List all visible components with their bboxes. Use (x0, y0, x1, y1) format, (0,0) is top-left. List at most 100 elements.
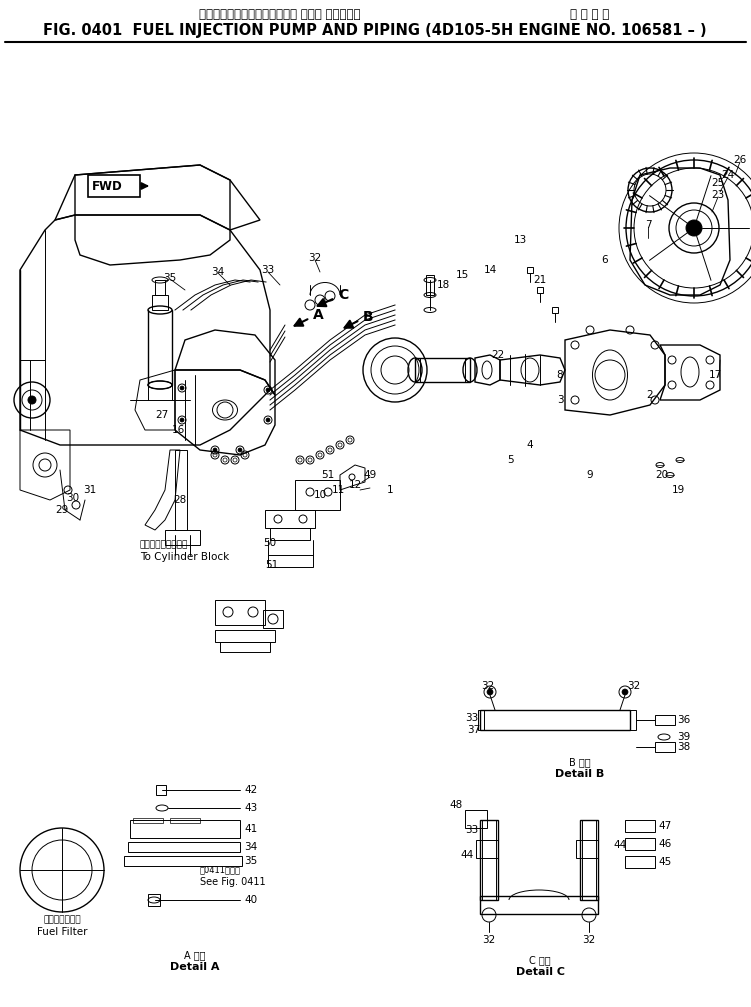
Text: FWD: FWD (92, 179, 122, 192)
Text: 適 用 号 機: 適 用 号 機 (570, 7, 610, 20)
Text: 30: 30 (66, 493, 80, 504)
Bar (152, 295, 168, 310)
Text: Fuel Filter: Fuel Filter (37, 927, 87, 937)
Text: Detail A: Detail A (170, 962, 220, 972)
Bar (625, 856, 655, 868)
Bar (155, 280, 165, 295)
Bar (655, 715, 675, 725)
Text: 24: 24 (722, 170, 734, 180)
Text: フェルフィルタ: フェルフィルタ (44, 915, 81, 924)
Bar (580, 820, 598, 900)
Text: 12: 12 (348, 480, 362, 490)
Text: 16: 16 (171, 425, 185, 435)
Bar (465, 810, 487, 828)
Circle shape (238, 448, 242, 452)
Text: 7: 7 (644, 220, 651, 230)
Text: 35: 35 (164, 273, 176, 283)
Text: 8: 8 (556, 370, 563, 380)
Text: 2: 2 (647, 390, 653, 400)
Text: 34: 34 (244, 842, 258, 852)
Text: 33: 33 (261, 265, 275, 275)
Text: 27: 27 (155, 410, 169, 420)
Text: 51: 51 (321, 470, 335, 480)
Text: 44: 44 (614, 840, 626, 850)
Text: A 詳細: A 詳細 (184, 950, 206, 960)
Text: 46: 46 (658, 839, 671, 849)
Circle shape (28, 396, 36, 404)
Text: A: A (313, 308, 324, 322)
Bar (476, 840, 498, 858)
Bar (415, 358, 470, 382)
Text: 37: 37 (467, 725, 480, 735)
Bar (268, 555, 313, 567)
Bar (482, 820, 496, 900)
Text: 39: 39 (677, 732, 690, 742)
Bar (478, 710, 484, 730)
Bar (88, 175, 140, 197)
Bar (426, 275, 434, 295)
Text: 33: 33 (465, 825, 478, 835)
Text: フェルインジェクションポンプ および パイピング: フェルインジェクションポンプ および パイピング (199, 7, 360, 20)
Text: 43: 43 (244, 803, 258, 813)
Text: 17: 17 (708, 370, 722, 380)
Text: 40: 40 (244, 895, 257, 905)
Bar (537, 287, 543, 293)
Text: 11: 11 (331, 485, 345, 495)
Bar (128, 842, 240, 852)
Bar (625, 838, 655, 850)
Bar (124, 856, 242, 866)
Bar (480, 896, 598, 914)
Text: C 詳細: C 詳細 (529, 955, 550, 965)
Bar (263, 610, 283, 628)
Text: 6: 6 (602, 255, 608, 265)
Text: 10: 10 (313, 490, 327, 500)
Text: 32: 32 (482, 936, 496, 945)
Text: Detail B: Detail B (556, 769, 605, 779)
Text: B 詳細: B 詳細 (569, 757, 591, 767)
Circle shape (266, 388, 270, 392)
Bar (215, 630, 275, 642)
Text: 26: 26 (734, 155, 746, 165)
Text: FIG. 0401  FUEL INJECTION PUMP AND PIPING (4D105-5H ENGINE NO. 106581 – ): FIG. 0401 FUEL INJECTION PUMP AND PIPING… (44, 22, 707, 37)
Bar (480, 710, 630, 730)
Text: 1: 1 (387, 485, 394, 495)
Text: 35: 35 (244, 856, 258, 866)
Text: 21: 21 (533, 275, 547, 285)
Bar (165, 530, 200, 545)
Text: 48: 48 (450, 800, 463, 810)
Bar (270, 528, 310, 540)
Bar (215, 600, 265, 625)
Bar (480, 820, 498, 900)
Circle shape (213, 448, 217, 452)
Text: 31: 31 (83, 485, 97, 495)
Text: 34: 34 (211, 267, 225, 277)
Text: 47: 47 (658, 821, 671, 831)
Bar (148, 894, 160, 906)
Text: 9: 9 (587, 470, 593, 480)
Text: 19: 19 (671, 485, 685, 495)
Bar (130, 820, 240, 838)
Text: 32: 32 (481, 681, 495, 691)
Text: 42: 42 (244, 785, 258, 795)
Text: 32: 32 (582, 936, 596, 945)
Bar (655, 742, 675, 752)
Bar (265, 510, 315, 528)
Text: 36: 36 (677, 715, 690, 725)
Bar (220, 642, 270, 652)
Circle shape (622, 689, 628, 695)
Bar (625, 820, 655, 832)
Text: 23: 23 (711, 190, 725, 200)
Text: 50: 50 (264, 538, 276, 548)
Text: 3: 3 (556, 395, 563, 405)
Circle shape (180, 386, 184, 390)
Circle shape (180, 418, 184, 422)
Bar (295, 480, 340, 510)
Bar (582, 820, 596, 900)
Text: 44: 44 (461, 850, 474, 860)
Bar (133, 818, 163, 823)
Text: B: B (363, 310, 374, 324)
Text: 18: 18 (436, 280, 450, 290)
Text: C: C (338, 288, 348, 302)
Bar (527, 267, 533, 273)
Text: 22: 22 (491, 350, 505, 359)
